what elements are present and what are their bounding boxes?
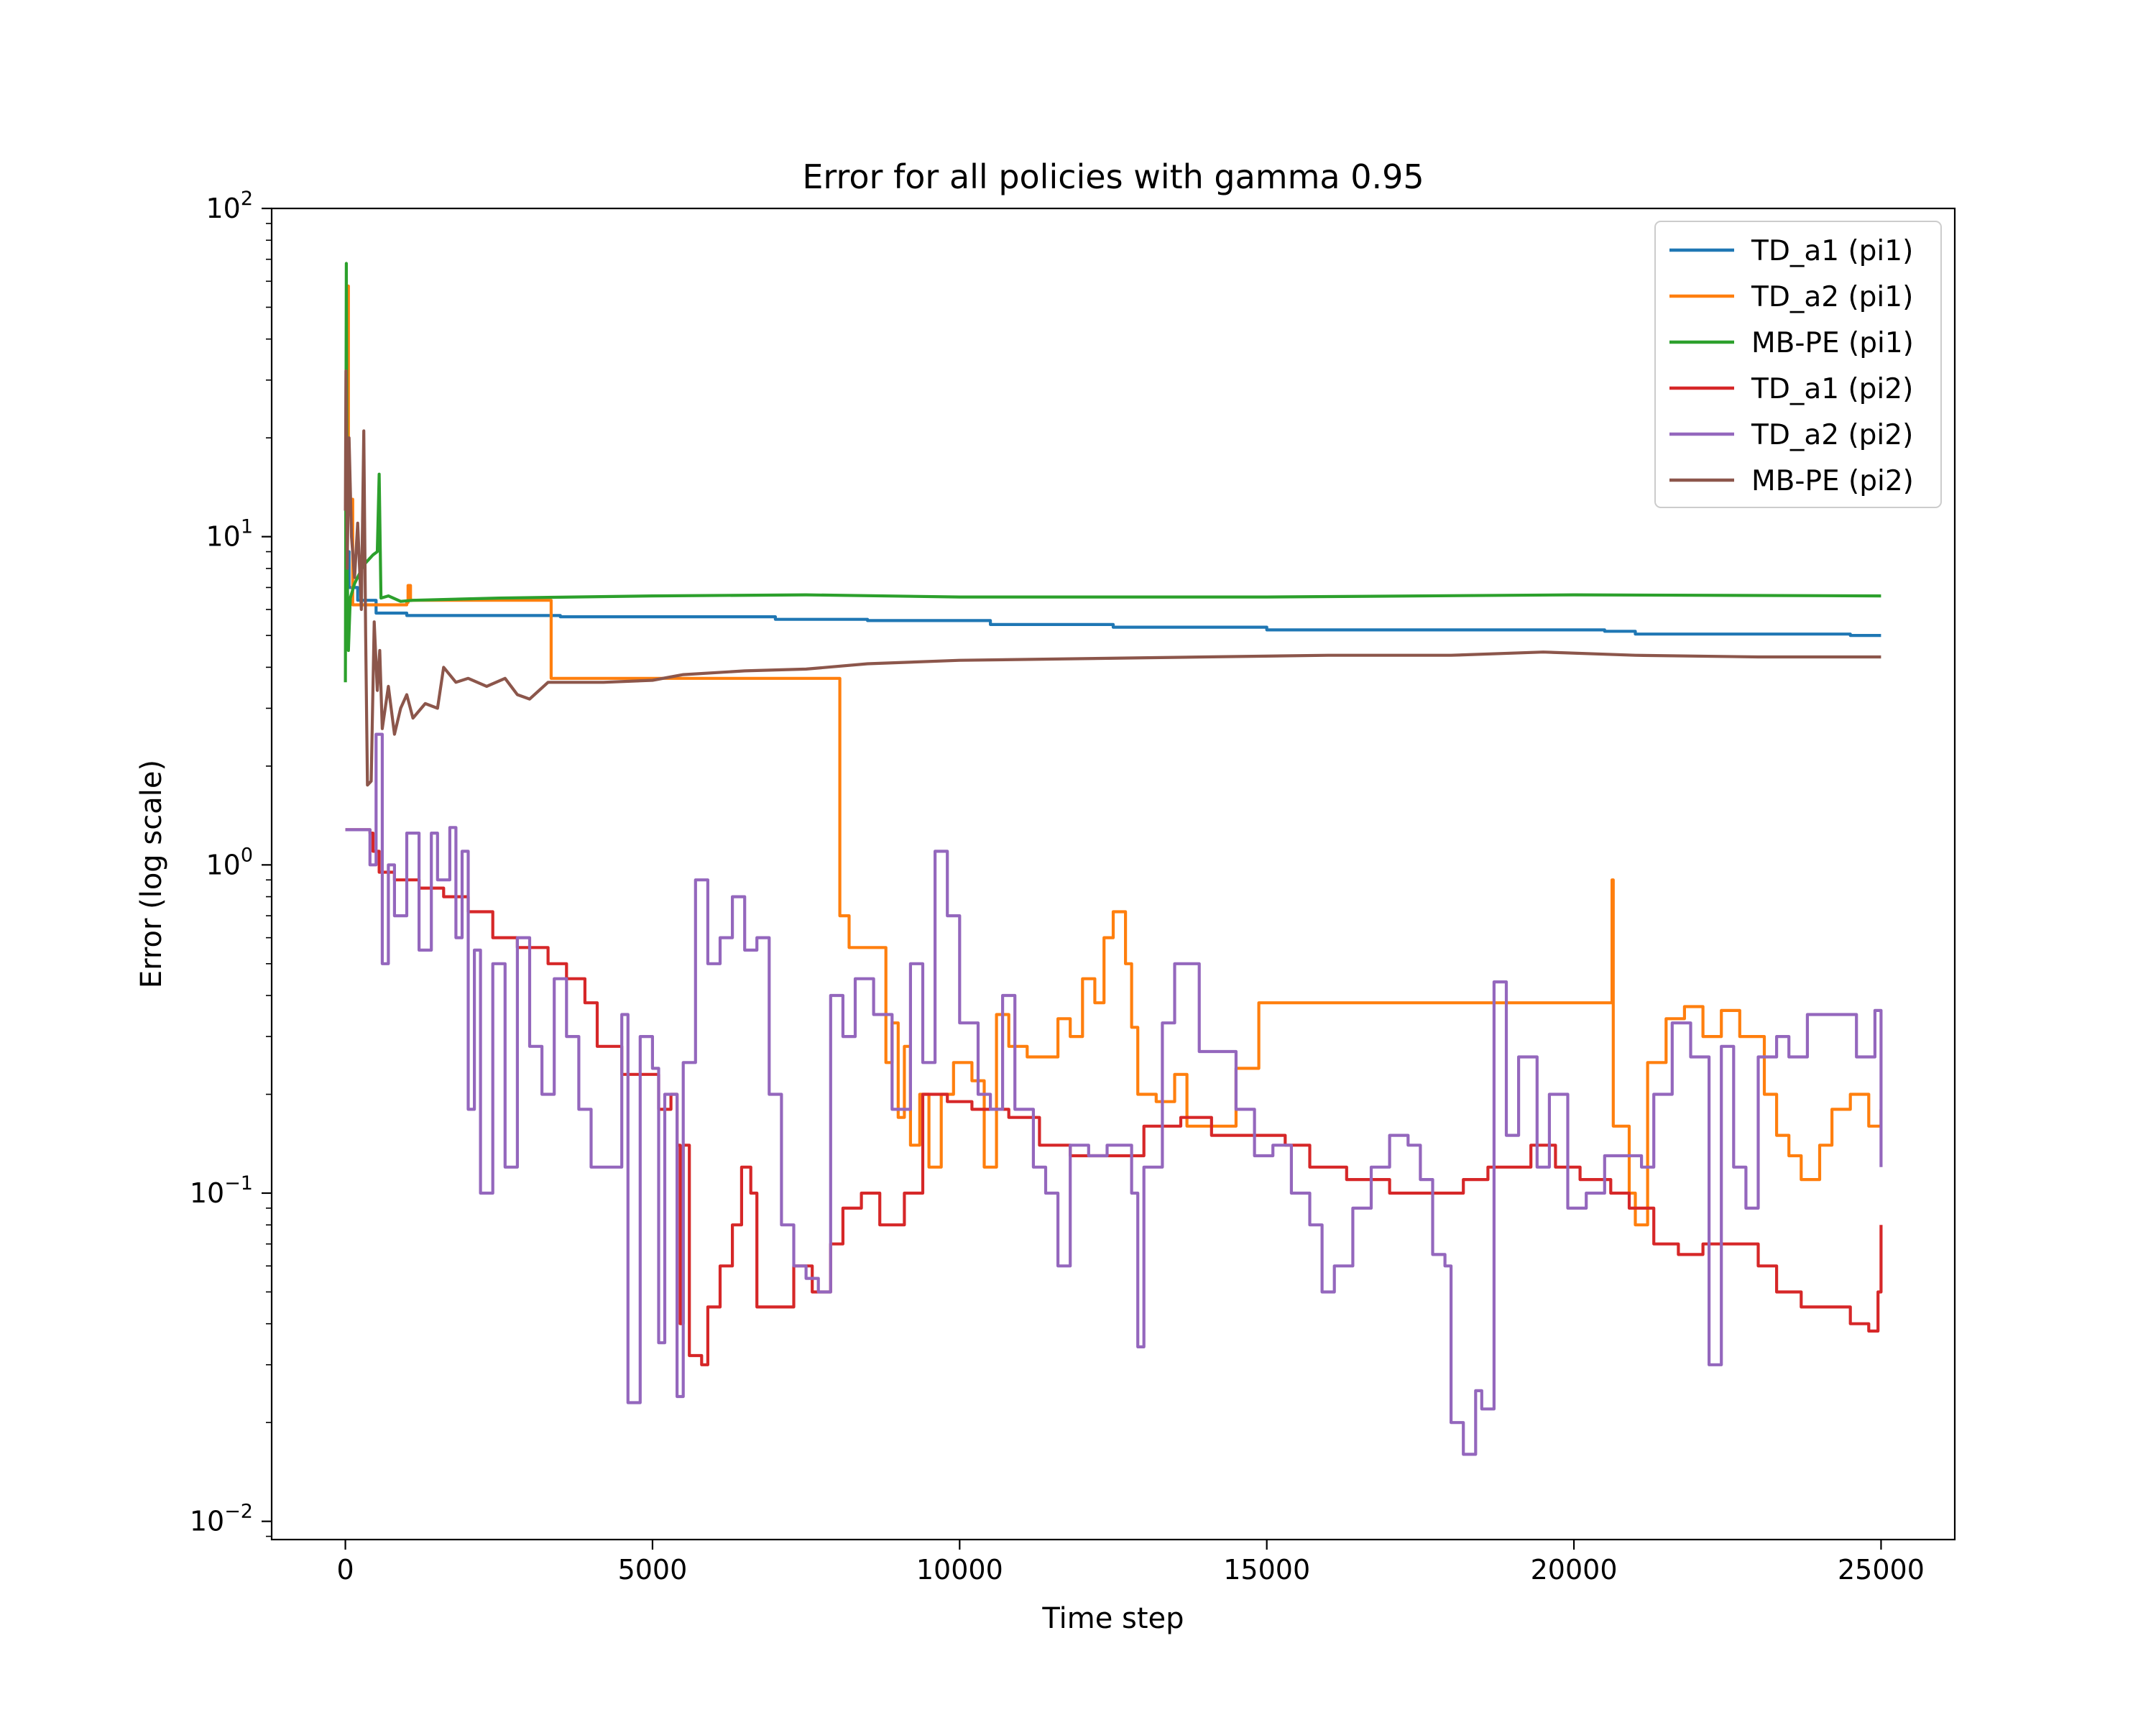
y-tick-label: 10−1 — [190, 1172, 253, 1209]
x-tick-label: 5000 — [618, 1554, 688, 1586]
y-tick-label: 10−2 — [190, 1501, 253, 1537]
x-tick-label: 0 — [336, 1554, 354, 1586]
y-tick-label: 102 — [206, 188, 253, 224]
legend-label-6: MB-PE (pi2) — [1751, 465, 1914, 497]
y-axis: 10−2 10−1 100 101 102 — [190, 188, 272, 1537]
legend-label-1: TD_a1 (pi1) — [1751, 235, 1913, 267]
x-axis-label: Time step — [1041, 1602, 1184, 1635]
series-layer — [344, 262, 1883, 1456]
plot-area-frame — [270, 207, 1956, 1541]
legend-label-3: MB-PE (pi1) — [1751, 327, 1914, 359]
legend-label-4: TD_a1 (pi2) — [1751, 373, 1913, 405]
series-line-5 — [345, 732, 1883, 1456]
series-line-6 — [344, 369, 1881, 787]
series-line-4 — [345, 828, 1883, 1366]
x-tick-label: 10000 — [916, 1554, 1003, 1586]
x-tick-label: 25000 — [1838, 1554, 1925, 1586]
x-tick-label: 15000 — [1223, 1554, 1310, 1586]
series-line-3 — [344, 262, 1881, 683]
x-axis: 0 5000 10000 15000 20000 25000 — [336, 1540, 1925, 1586]
y-tick-label: 100 — [206, 844, 253, 880]
y-tick-label: 101 — [206, 516, 253, 553]
legend-label-2: TD_a2 (pi1) — [1751, 281, 1913, 313]
legend-label-5: TD_a2 (pi2) — [1751, 419, 1913, 451]
x-tick-label: 20000 — [1531, 1554, 1618, 1586]
legend-box — [1654, 221, 1942, 508]
series-line-1 — [345, 436, 1881, 638]
chart-title: Error for all policies with gamma 0.95 — [802, 157, 1424, 196]
series-line-2 — [345, 284, 1883, 1227]
y-axis-label: Error (log scale) — [135, 760, 168, 988]
legend: TD_a1 (pi1) TD_a2 (pi1) MB-PE (pi1) TD_a1 (… — [1654, 221, 1942, 508]
